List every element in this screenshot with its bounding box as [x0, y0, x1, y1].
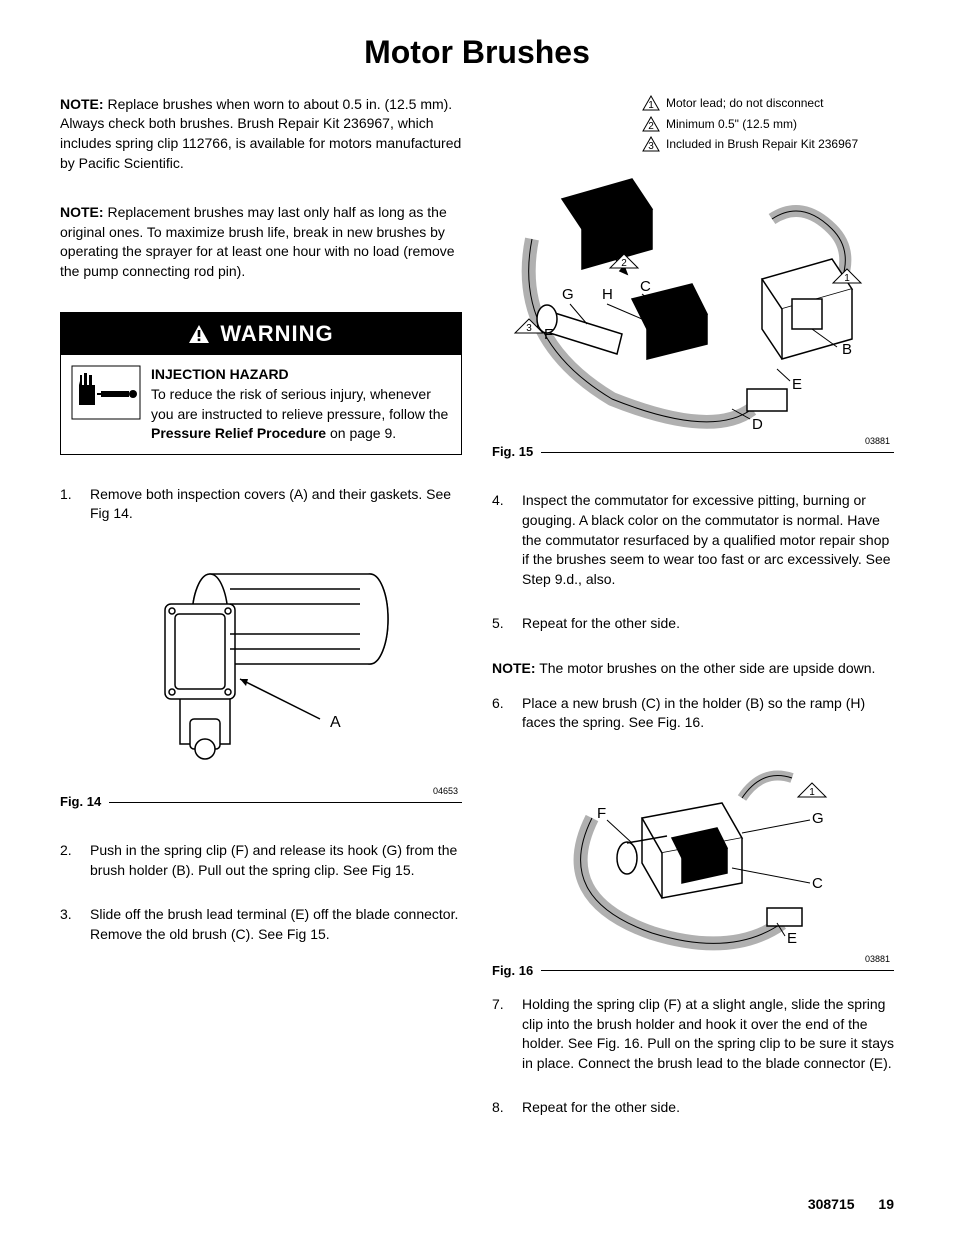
alert-icon: [188, 324, 210, 344]
fig-15-drawing: 2 3 1 G H C F B E D: [492, 159, 892, 439]
callout-1: Motor lead; do not disconnect: [666, 95, 823, 112]
steps-right-1: Inspect the commutator for excessive pit…: [492, 491, 894, 634]
callout-3: Included in Brush Repair Kit 236967: [666, 136, 858, 153]
fig-14-drawing: A: [60, 549, 440, 789]
steps-right-3: Holding the spring clip (F) at a slight …: [492, 995, 894, 1118]
svg-text:E: E: [792, 376, 802, 393]
note-text: Replace brushes when worn to about 0.5 i…: [60, 96, 461, 171]
svg-text:D: D: [752, 416, 763, 433]
step-8: Repeat for the other side.: [492, 1098, 894, 1118]
triangle-3-icon: 3: [642, 136, 660, 152]
note-text: Replacement brushes may last only half a…: [60, 204, 455, 279]
step-1: Remove both inspection covers (A) and th…: [60, 485, 462, 524]
triangle-1-icon: 1: [642, 95, 660, 111]
svg-text:G: G: [812, 810, 824, 827]
triangle-2-icon: 2: [642, 116, 660, 132]
fig-14-label: Fig. 14: [60, 793, 101, 811]
svg-text:3: 3: [648, 141, 654, 152]
steps-left-2: Push in the spring clip (F) and release …: [60, 841, 462, 944]
step-6: Place a new brush (C) in the holder (B) …: [492, 694, 894, 733]
hazard-icon: [71, 365, 141, 420]
figure-16: 1 F G C E 03881: [492, 758, 894, 980]
svg-text:1: 1: [648, 100, 654, 111]
svg-text:C: C: [812, 875, 823, 892]
fig-16-id: 03881: [865, 953, 890, 966]
fig-15-id: 03881: [865, 435, 890, 448]
step-3: Slide off the brush lead terminal (E) of…: [60, 905, 462, 944]
fig-15-label: Fig. 15: [492, 443, 533, 461]
fig-14-id: 04653: [433, 785, 458, 798]
step-7: Holding the spring clip (F) at a slight …: [492, 995, 894, 1073]
note-2: NOTE: Replacement brushes may last only …: [60, 203, 462, 281]
page-number: 19: [878, 1196, 894, 1212]
svg-text:H: H: [602, 286, 613, 303]
fig-16-drawing: 1 F G C E: [492, 758, 892, 958]
label-A: A: [330, 714, 341, 731]
note-1: NOTE: Replace brushes when worn to about…: [60, 95, 462, 173]
hazard-text-2: on page 9.: [326, 425, 396, 441]
svg-text:3: 3: [526, 323, 532, 334]
warning-box: WARNING INJECTION HAZARD T: [60, 312, 462, 455]
svg-text:1: 1: [809, 787, 815, 798]
note-label: NOTE:: [60, 96, 104, 112]
svg-text:E: E: [787, 930, 797, 947]
svg-text:2: 2: [648, 121, 654, 132]
hazard-text: To reduce the risk of serious injury, wh…: [151, 386, 448, 422]
page-title: Motor Brushes: [60, 30, 894, 75]
hazard-title: INJECTION HAZARD: [151, 365, 451, 385]
right-column: 1 Motor lead; do not disconnect 2 Minimu…: [492, 95, 894, 1143]
note-label: NOTE:: [60, 204, 104, 220]
steps-left: Remove both inspection covers (A) and th…: [60, 485, 462, 524]
svg-text:F: F: [544, 326, 553, 343]
note-3: NOTE: The motor brushes on the other sid…: [492, 659, 894, 679]
callout-2: Minimum 0.5" (12.5 mm): [666, 116, 797, 133]
svg-text:C: C: [640, 278, 651, 295]
step-2: Push in the spring clip (F) and release …: [60, 841, 462, 880]
note-text: The motor brushes on the other side are …: [536, 660, 876, 676]
callout-legend: 1 Motor lead; do not disconnect 2 Minimu…: [642, 95, 894, 153]
doc-number: 308715: [808, 1196, 855, 1212]
svg-text:F: F: [597, 805, 606, 822]
warning-title: WARNING: [220, 319, 333, 350]
warning-header: WARNING: [61, 313, 461, 356]
left-column: NOTE: Replace brushes when worn to about…: [60, 95, 462, 1143]
page-footer: 308715 19: [808, 1195, 894, 1215]
svg-text:1: 1: [844, 273, 850, 284]
step-5: Repeat for the other side.: [492, 614, 894, 634]
step-4: Inspect the commutator for excessive pit…: [492, 491, 894, 589]
steps-right-2: Place a new brush (C) in the holder (B) …: [492, 694, 894, 733]
note-label: NOTE:: [492, 660, 536, 676]
figure-14: A 04653 Fig. 14: [60, 549, 462, 811]
svg-text:G: G: [562, 286, 574, 303]
figure-15: 2 3 1 G H C F B E D: [492, 159, 894, 461]
fig-16-label: Fig. 16: [492, 962, 533, 980]
svg-text:2: 2: [621, 258, 627, 269]
svg-text:B: B: [842, 341, 852, 358]
hazard-bold: Pressure Relief Procedure: [151, 425, 326, 441]
